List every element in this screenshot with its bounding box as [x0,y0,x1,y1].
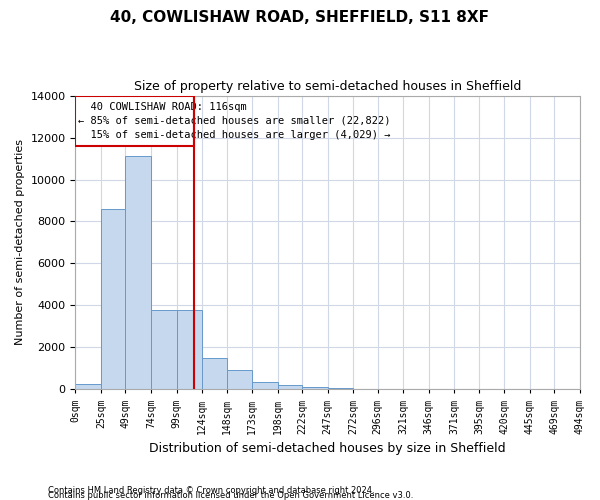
Bar [176,310,202,390]
Y-axis label: Number of semi-detached properties: Number of semi-detached properties [15,140,25,346]
Bar [202,358,227,390]
Bar [227,370,252,390]
Text: Contains HM Land Registry data © Crown copyright and database right 2024.: Contains HM Land Registry data © Crown c… [48,486,374,495]
Text: 40 COWLISHAW ROAD: 116sqm: 40 COWLISHAW ROAD: 116sqm [79,102,247,112]
Bar [101,209,125,390]
Text: 40, COWLISHAW ROAD, SHEFFIELD, S11 8XF: 40, COWLISHAW ROAD, SHEFFIELD, S11 8XF [110,10,490,25]
Bar [76,96,194,146]
Bar [328,388,353,390]
Bar [125,156,151,390]
Text: 15% of semi-detached houses are larger (4,029) →: 15% of semi-detached houses are larger (… [79,130,391,140]
Text: Contains public sector information licensed under the Open Government Licence v3: Contains public sector information licen… [48,491,413,500]
X-axis label: Distribution of semi-detached houses by size in Sheffield: Distribution of semi-detached houses by … [149,442,506,455]
Bar [302,388,328,390]
Text: ← 85% of semi-detached houses are smaller (22,822): ← 85% of semi-detached houses are smalle… [79,116,391,126]
Bar [278,385,302,390]
Bar [353,388,378,390]
Bar [151,310,176,390]
Bar [252,382,278,390]
Bar [76,384,101,390]
Title: Size of property relative to semi-detached houses in Sheffield: Size of property relative to semi-detach… [134,80,521,93]
